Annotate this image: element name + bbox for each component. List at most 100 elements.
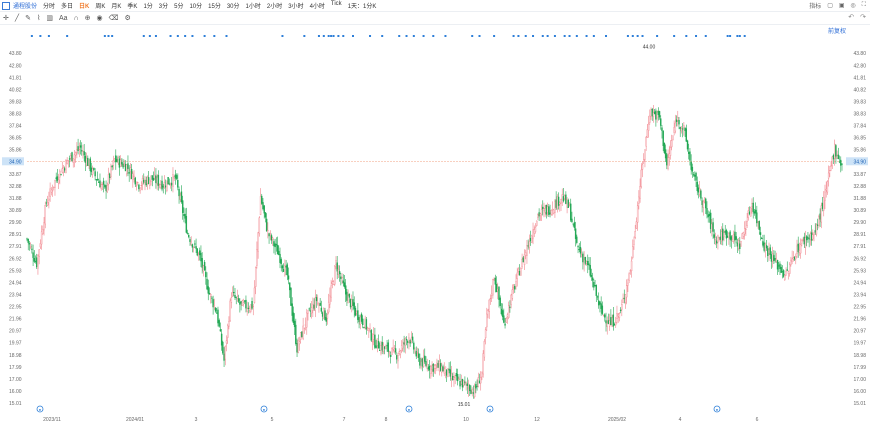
y-tick-label: 19.97: [853, 341, 866, 347]
candle-body: [317, 301, 319, 304]
candle-body: [582, 253, 584, 263]
timeframe-5[interactable]: 季K: [127, 4, 138, 10]
candle-body: [286, 264, 289, 276]
candle-body: [89, 158, 91, 172]
candle-body: [636, 205, 639, 223]
candle-body: [50, 189, 53, 193]
undo-icon[interactable]: ↶: [848, 14, 855, 21]
candle-body: [680, 128, 683, 132]
timeframe-7[interactable]: 3分: [158, 4, 169, 10]
candle-body: [494, 277, 497, 285]
candle-body: [239, 301, 241, 305]
timeframe-11[interactable]: 30分: [226, 4, 240, 10]
candle-body: [420, 361, 422, 368]
timeframe-16[interactable]: Tick: [330, 1, 342, 7]
candle-body: [135, 185, 138, 187]
trash-icon[interactable]: ⌫: [108, 15, 119, 22]
candle-body: [819, 213, 821, 220]
candle-body: [784, 275, 786, 280]
timeframe-17[interactable]: 1天：1分K: [347, 4, 377, 10]
y-tick-label: 25.93: [853, 268, 866, 274]
x-tick-label: 10: [463, 417, 469, 423]
candle-body: [752, 202, 754, 212]
candle-body: [168, 183, 171, 185]
timeframe-6[interactable]: 1分: [143, 4, 153, 10]
candle-body: [834, 143, 836, 159]
event-marker: [337, 35, 340, 37]
indicator-button[interactable]: 指标: [809, 4, 822, 10]
candle-body: [214, 307, 217, 312]
candle-body: [655, 110, 657, 120]
lock-icon[interactable]: ⊕: [84, 15, 91, 22]
candle-body: [643, 159, 645, 162]
candle-body: [338, 271, 341, 275]
candle-body: [167, 177, 169, 185]
candle-body: [354, 307, 357, 316]
timeframe-9[interactable]: 10分: [189, 4, 203, 10]
timeframe-1[interactable]: 多日: [61, 4, 74, 10]
event-marker: [176, 35, 179, 37]
redo-icon[interactable]: ↷: [860, 14, 866, 21]
crosshair-icon[interactable]: ✛: [3, 15, 9, 22]
candle-body: [343, 282, 346, 287]
event-marker: [412, 35, 415, 37]
text-icon[interactable]: Aa: [59, 14, 68, 22]
settings-icon[interactable]: ⚙: [124, 15, 131, 22]
timeframe-0[interactable]: 分时: [43, 4, 56, 10]
candle-body: [546, 206, 549, 213]
event-marker: [154, 35, 157, 37]
candle-body: [453, 377, 455, 380]
candle-body: [132, 173, 134, 180]
candle-body: [178, 188, 180, 197]
candle-body: [566, 199, 568, 208]
timeframe-10[interactable]: 15分: [208, 4, 221, 10]
trendline-icon[interactable]: ╱: [14, 15, 20, 22]
candle-body: [557, 196, 560, 206]
candle-body: [220, 333, 223, 346]
shape-icon[interactable]: ⌇: [36, 15, 41, 22]
candle-body: [782, 270, 785, 277]
candle-body: [587, 260, 589, 266]
candle-body: [43, 222, 45, 231]
timeframe-13[interactable]: 2小时: [266, 4, 283, 10]
event-marker: [39, 35, 42, 37]
sidebar-toggle-icon[interactable]: [2, 1, 10, 10]
timeframe-15[interactable]: 4小时: [309, 4, 325, 10]
candle-body: [140, 185, 143, 187]
candle-body: [163, 182, 166, 189]
timeframe-3[interactable]: 周K: [95, 4, 106, 10]
candle-body: [54, 180, 56, 188]
candle-body: [207, 286, 209, 294]
event-marker: [327, 35, 330, 37]
magnet-icon[interactable]: ∩: [73, 14, 79, 22]
timeframe-2[interactable]: 日K: [79, 4, 90, 10]
timeframe-12[interactable]: 1小时: [245, 4, 261, 10]
pen-icon[interactable]: ✎: [25, 15, 31, 22]
screenshot-icon[interactable]: ◎: [850, 3, 856, 9]
candle-body: [448, 368, 450, 371]
candle-body: [115, 155, 117, 163]
candle-body: [487, 309, 489, 312]
eye-icon[interactable]: ◉: [96, 15, 103, 22]
timeframe-8[interactable]: 5分: [174, 4, 184, 10]
measure-icon[interactable]: ▥: [46, 15, 54, 22]
candle-body: [366, 327, 369, 329]
layout-icon[interactable]: ▢: [827, 3, 833, 9]
candle-body: [486, 313, 488, 328]
adjust-mode-label[interactable]: 前复权: [827, 29, 846, 35]
x-tick-label: 8: [385, 417, 388, 423]
timeframe-14[interactable]: 3小时: [288, 4, 304, 10]
compare-icon[interactable]: ▣: [838, 3, 845, 9]
y-tick-label-left: 29.90: [9, 220, 22, 226]
candle-body: [402, 341, 404, 349]
candle-body: [791, 258, 793, 262]
stock-name[interactable]: 通程股份: [13, 4, 38, 10]
event-marker: [524, 35, 527, 37]
timeframe-4[interactable]: 月K: [111, 4, 122, 10]
y-tick-label-left: 18.98: [9, 353, 22, 359]
candle-body: [778, 265, 780, 267]
fullscreen-icon[interactable]: ⛶: [861, 2, 866, 8]
candle-body: [320, 307, 323, 312]
candle-body: [388, 351, 391, 354]
